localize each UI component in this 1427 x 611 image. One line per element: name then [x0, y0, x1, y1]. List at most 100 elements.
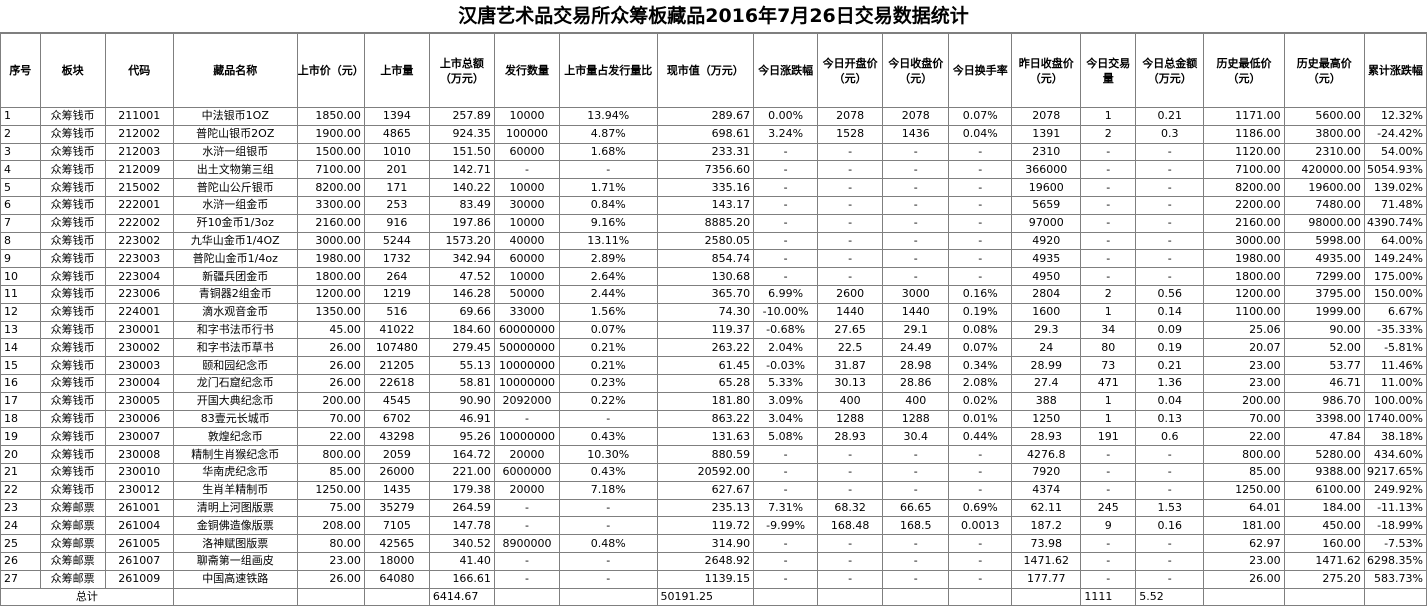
table-row: 4 众筹钱币 212009 出土文物第三组 7100.00 201 142.71- -7356…	[0, 160, 1427, 180]
table-cell: -9.99%	[753, 516, 819, 536]
table-cell: 6.67%	[1363, 302, 1427, 322]
table-cell: 10000000	[493, 373, 560, 393]
table-cell: 24	[1011, 338, 1082, 358]
column-header: 历史最低价（元）	[1203, 33, 1285, 108]
table-cell: 62.97	[1203, 534, 1285, 553]
total-listing-amount: 6414.67	[428, 587, 495, 607]
table-cell: 90.00	[1283, 320, 1365, 340]
table-cell: 1980.00	[296, 249, 365, 269]
table-cell: 230001	[104, 320, 174, 340]
table-cell: 2.64%	[558, 267, 658, 286]
table-cell: 3398.00	[1283, 409, 1365, 429]
table-cell: 1440	[817, 302, 884, 322]
table-cell: 20592.00	[656, 462, 755, 482]
table-cell: 212002	[104, 124, 174, 144]
table-cell: 583.73%	[1363, 569, 1427, 589]
table-cell: -	[1135, 178, 1205, 197]
table-cell: -	[817, 267, 884, 286]
table-cell: -	[558, 409, 658, 429]
column-header: 发行数量	[493, 33, 560, 108]
table-cell: 水浒一组金币	[172, 195, 298, 215]
table-cell: 13.94%	[558, 107, 658, 126]
table-cell: -	[1080, 178, 1137, 197]
table-cell: 2078	[1011, 107, 1082, 126]
table-cell: 众筹邮票	[39, 569, 106, 589]
column-header: 上市总额（万元）	[428, 33, 495, 108]
table-cell: 18000	[363, 551, 430, 571]
table-cell: 85.00	[296, 462, 365, 482]
table-cell: 20000	[493, 480, 560, 500]
table-cell: 420000.00	[1283, 160, 1365, 180]
table-cell: 5054.93%	[1363, 160, 1427, 180]
table-cell: 264.59	[428, 498, 495, 518]
table-cell: 10000	[493, 213, 560, 233]
table-cell: -	[1135, 534, 1205, 553]
table-cell: 5280.00	[1283, 445, 1365, 464]
table-cell: -	[558, 551, 658, 571]
column-header: 代码	[104, 33, 174, 108]
table-row: 19 众筹钱币 230007 敦煌纪念币 22.00 43298 95.26 10000000…	[0, 427, 1427, 447]
table-cell: 47.52	[428, 267, 495, 286]
table-cell: 众筹钱币	[39, 480, 106, 500]
table-cell: 4390.74%	[1363, 213, 1427, 233]
table-cell: -	[1135, 445, 1205, 464]
total-market-value: 50191.25	[656, 587, 755, 607]
table-cell: 289.67	[656, 107, 755, 126]
column-header: 序号	[0, 33, 41, 108]
table-cell: 70.00	[1203, 409, 1285, 429]
table-cell: 1800.00	[296, 267, 365, 286]
table-cell: 0.44%	[948, 427, 1013, 447]
table-cell: 160.00	[1283, 534, 1365, 553]
table-cell: -	[948, 195, 1013, 215]
table-cell: 179.38	[428, 480, 495, 500]
table-cell: -	[753, 569, 819, 589]
table-cell: 42565	[363, 534, 430, 553]
table-cell: 众筹钱币	[39, 231, 106, 251]
table-cell: 54.00%	[1363, 142, 1427, 162]
table-cell: 230008	[104, 445, 174, 464]
table-cell: 1900.00	[296, 124, 365, 144]
table-cell: 98000.00	[1283, 213, 1365, 233]
table-row: 7 众筹钱币 222002 歼10金币1/3oz 2160.00 916 197.86 100…	[0, 213, 1427, 233]
table-cell: 0.09	[1135, 320, 1205, 340]
table-cell: 2648.92	[656, 551, 755, 571]
table-cell: 青铜器2组金币	[172, 284, 298, 304]
table-cell: -	[948, 534, 1013, 553]
table-cell: 263.22	[656, 338, 755, 358]
table-cell: 1980.00	[1203, 249, 1285, 269]
table-cell: -	[882, 178, 950, 197]
table-cell: -	[882, 267, 950, 286]
table-row: 16 众筹钱币 230004 龙门石窟纪念币 26.00 22618 58.81 100000…	[0, 373, 1427, 393]
table-cell: 0.02%	[948, 391, 1013, 411]
table-cell: 1391	[1011, 124, 1082, 144]
table-cell: 22.00	[1203, 427, 1285, 447]
table-cell: 230004	[104, 373, 174, 393]
table-cell: 66.65	[882, 498, 950, 518]
table-row: 8 众筹钱币 223002 九华山金币1/4OZ 3000.00 5244 1573.20 4…	[0, 231, 1427, 251]
table-cell: 261009	[104, 569, 174, 589]
table-cell: 50000	[493, 284, 560, 304]
table-cell: -	[1135, 462, 1205, 482]
table-cell: 60000000	[493, 320, 560, 340]
table-cell: -	[493, 409, 560, 429]
table-cell: 0.43%	[558, 427, 658, 447]
table-cell: 24	[0, 516, 41, 536]
table-cell: 24.49	[882, 338, 950, 358]
table-row: 20 众筹钱币 230008 精制生肖猴纪念币 800.00 2059 164.72 2000…	[0, 445, 1427, 464]
table-cell: 普陀山银币2OZ	[172, 124, 298, 144]
empty-cell	[753, 587, 819, 607]
table-cell: 26.00	[1203, 569, 1285, 589]
table-cell: 众筹钱币	[39, 445, 106, 464]
table-cell: 8200.00	[1203, 178, 1285, 197]
table-cell: 146.28	[428, 284, 495, 304]
table-cell: 25.06	[1203, 320, 1285, 340]
table-cell: 27	[0, 569, 41, 589]
table-cell: 1	[1080, 107, 1137, 126]
table-cell: -	[1135, 569, 1205, 589]
table-cell: 6	[0, 195, 41, 215]
table-cell: 12	[0, 302, 41, 322]
table-cell: -7.53%	[1363, 534, 1427, 553]
table-cell: 1600	[1011, 302, 1082, 322]
table-cell: 3800.00	[1283, 124, 1365, 144]
table-cell: 6.99%	[753, 284, 819, 304]
